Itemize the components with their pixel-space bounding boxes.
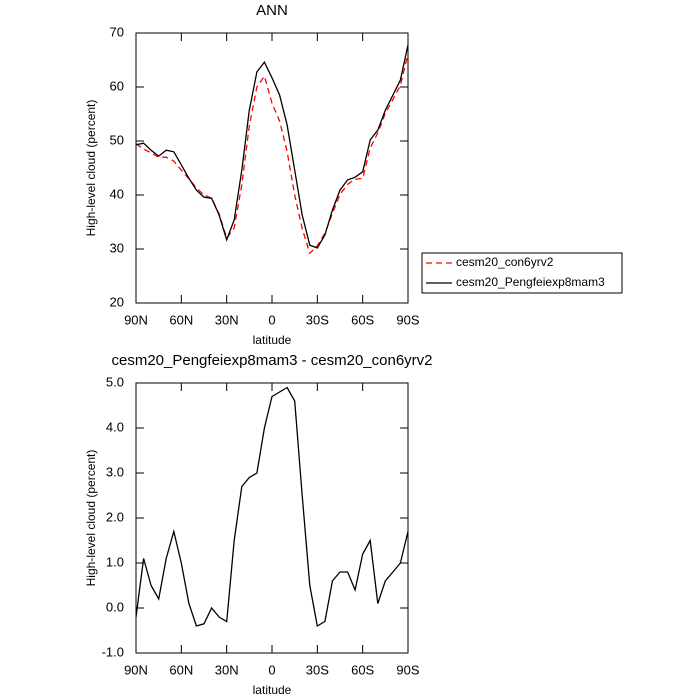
y-tick-label: 4.0 bbox=[106, 419, 124, 434]
series-line bbox=[135, 386, 409, 628]
x-tick-label: 90S bbox=[396, 662, 419, 677]
y-tick-label: 3.0 bbox=[106, 464, 124, 479]
chart-title: cesm20_Pengfeiexp8mam3 - cesm20_con6yrv2 bbox=[112, 352, 433, 369]
y-tick-label: 5.0 bbox=[106, 374, 124, 389]
y-tick-label: 2.0 bbox=[106, 509, 124, 524]
x-tick-label: 60N bbox=[169, 312, 193, 327]
legend-label: cesm20_con6yrv2 bbox=[456, 255, 554, 269]
y-tick-label: 70 bbox=[110, 24, 124, 39]
x-tick-label: 90N bbox=[124, 312, 148, 327]
x-tick-label: 30N bbox=[215, 312, 239, 327]
plot-frame bbox=[135, 382, 409, 654]
legend-box bbox=[421, 252, 623, 294]
y-tick-label: 1.0 bbox=[106, 554, 124, 569]
x-axis-label: latitude bbox=[253, 683, 292, 697]
x-tick-label: 90S bbox=[396, 312, 419, 327]
y-tick-label: 40 bbox=[110, 186, 124, 201]
y-tick-label: 50 bbox=[110, 132, 124, 147]
y-tick-label: 30 bbox=[110, 240, 124, 255]
chart-title: ANN bbox=[256, 2, 288, 19]
series-line bbox=[135, 53, 409, 255]
y-tick-label: 0.0 bbox=[106, 599, 124, 614]
x-tick-label: 60S bbox=[351, 312, 374, 327]
x-tick-label: 30S bbox=[306, 662, 329, 677]
y-tick-label: -1.0 bbox=[102, 644, 124, 659]
y-axis-label: High-level cloud (percent) bbox=[84, 100, 98, 237]
x-tick-label: 0 bbox=[268, 312, 275, 327]
x-tick-label: 30N bbox=[215, 662, 239, 677]
x-tick-label: 90N bbox=[124, 662, 148, 677]
y-tick-label: 20 bbox=[110, 294, 124, 309]
x-tick-label: 0 bbox=[268, 662, 275, 677]
x-axis-label: latitude bbox=[253, 333, 292, 347]
series-line bbox=[135, 44, 409, 249]
x-tick-label: 60N bbox=[169, 662, 193, 677]
y-tick-label: 60 bbox=[110, 78, 124, 93]
legend-label: cesm20_Pengfeiexp8mam3 bbox=[456, 275, 605, 289]
x-tick-label: 30S bbox=[306, 312, 329, 327]
plot-frame bbox=[135, 32, 409, 304]
y-axis-label: High-level cloud (percent) bbox=[84, 450, 98, 587]
x-tick-label: 60S bbox=[351, 662, 374, 677]
